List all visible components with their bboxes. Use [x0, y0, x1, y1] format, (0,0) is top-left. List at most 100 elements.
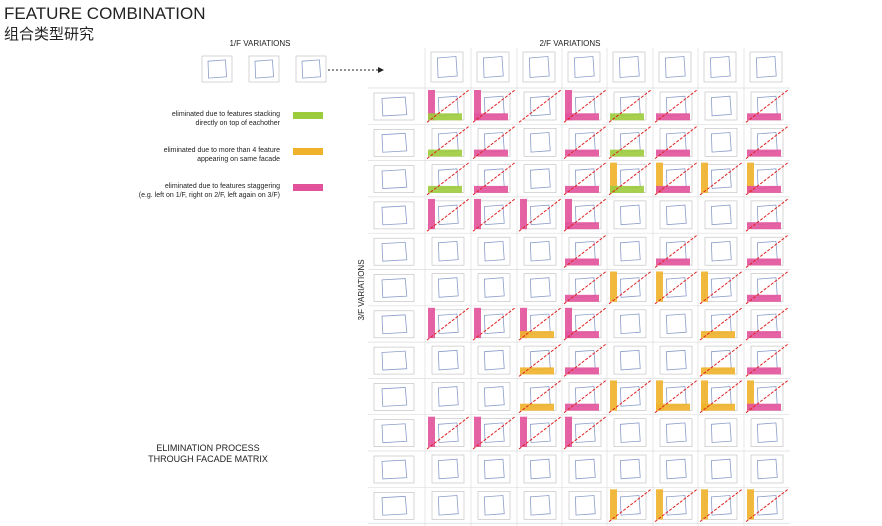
thumbnail-frame	[703, 51, 737, 83]
horizontal-feature	[565, 367, 599, 375]
thumbnail-frame	[659, 200, 693, 230]
thumbnail-plan	[436, 56, 458, 78]
thumbnail-plan	[529, 495, 551, 516]
thumbnail-frame	[477, 382, 511, 411]
thumbnail-frame	[477, 309, 511, 339]
thumbnail-frame	[477, 454, 511, 484]
horizontal-feature	[747, 294, 781, 302]
vertical-feature	[474, 198, 481, 230]
thumbnail-plan	[619, 240, 641, 262]
thumbnail-frame	[612, 51, 646, 83]
thumbnail-frame	[659, 490, 693, 520]
thumbnail-plan	[529, 168, 551, 189]
thumbnail-plan	[710, 95, 732, 117]
thumbnail-plan	[482, 56, 504, 78]
thumbnail-frame	[704, 490, 738, 520]
thumbnail-plan	[665, 277, 687, 298]
thumbnail-frame	[373, 310, 415, 339]
thumbnail-frame	[659, 273, 693, 302]
vertical-feature	[520, 307, 527, 339]
thumbnail-frame	[477, 418, 511, 448]
horizontal-feature	[747, 258, 781, 266]
vertical-feature	[656, 271, 663, 302]
thumbnail-frame	[659, 309, 693, 339]
thumbnail-plan	[619, 313, 641, 335]
thumbnail-frame	[704, 418, 738, 448]
thumbnail-frame	[248, 55, 280, 83]
thumbnail-frame	[613, 200, 647, 230]
legend-swatch	[293, 148, 323, 155]
horizontal-feature	[565, 222, 599, 230]
thumbnail-frame	[613, 490, 647, 520]
thumbnail-plan	[619, 458, 641, 480]
thumbnail-plan	[709, 56, 731, 78]
vertical-feature	[565, 198, 572, 230]
thumbnail-plan	[483, 349, 505, 371]
thumbnail-plan	[483, 386, 505, 407]
vertical-feature	[474, 90, 481, 121]
vertical-feature	[701, 162, 708, 193]
vertical-feature	[656, 489, 663, 520]
thumbnail-plan	[665, 495, 687, 516]
thumbnail-frame	[523, 418, 557, 448]
vertical-feature	[428, 416, 435, 447]
thumbnail-plan	[207, 59, 228, 79]
thumbnail-frame	[704, 91, 738, 121]
horizontal-feature	[428, 149, 462, 157]
thumbnail-plan	[756, 495, 778, 516]
thumbnail-plan	[483, 313, 505, 335]
horizontal-feature	[747, 113, 781, 121]
thumbnail-frame	[477, 236, 511, 266]
thumbnail-plan	[483, 240, 505, 262]
vertical-feature	[565, 90, 572, 121]
horizontal-feature	[656, 258, 690, 266]
title: FEATURE COMBINATION	[4, 4, 206, 23]
thumbnail-frame	[431, 200, 465, 230]
legend-swatch	[293, 112, 323, 119]
thumbnail-frame	[431, 345, 465, 375]
thumbnail-frame	[373, 346, 415, 375]
vertical-feature	[656, 162, 663, 193]
thumbnail-plan	[710, 277, 732, 298]
thumbnail-plan	[756, 422, 778, 443]
vertical-feature	[520, 416, 527, 447]
thumbnail-plan	[437, 277, 459, 298]
thumbnail-plan	[710, 495, 732, 516]
thumbnail-frame	[430, 51, 464, 83]
thumbnail-plan	[665, 349, 687, 371]
thumbnail-frame	[373, 455, 415, 484]
thumbnail-frame	[704, 236, 738, 266]
horizontal-feature	[610, 113, 644, 121]
thumbnail-plan	[619, 204, 641, 226]
horizontal-feature	[747, 149, 781, 157]
thumbnail-plan	[483, 422, 505, 443]
thumbnail-plan	[381, 423, 408, 444]
thumbnail-plan	[529, 458, 551, 480]
thumbnail-frame	[523, 200, 557, 230]
thumbnail-plan	[528, 56, 550, 78]
horizontal-feature	[565, 331, 599, 339]
vertical-feature	[428, 307, 435, 339]
thumbnail-plan	[301, 59, 322, 79]
thumbnail-plan	[529, 277, 551, 298]
thumbnail-plan	[755, 56, 777, 78]
thumbnail-plan	[710, 422, 732, 443]
horizontal-feature	[656, 185, 690, 193]
horizontal-feature	[474, 113, 508, 121]
thumbnail-plan	[381, 169, 408, 189]
horizontal-feature	[474, 149, 508, 157]
vertical-feature	[610, 271, 617, 302]
thumbnail-plan	[381, 96, 408, 117]
thumbnail-frame	[523, 273, 557, 302]
thumbnail-plan	[664, 56, 686, 78]
thumbnail-frame	[568, 490, 602, 520]
thumbnail-plan	[381, 495, 408, 516]
thumbnail-frame	[373, 237, 415, 266]
thumbnail-frame	[704, 200, 738, 230]
thumbnail-frame	[476, 51, 510, 83]
thumbnail-frame	[659, 454, 693, 484]
thumbnail-frame	[431, 236, 465, 266]
thumbnail-frame	[750, 418, 784, 448]
horizontal-feature	[520, 403, 554, 411]
